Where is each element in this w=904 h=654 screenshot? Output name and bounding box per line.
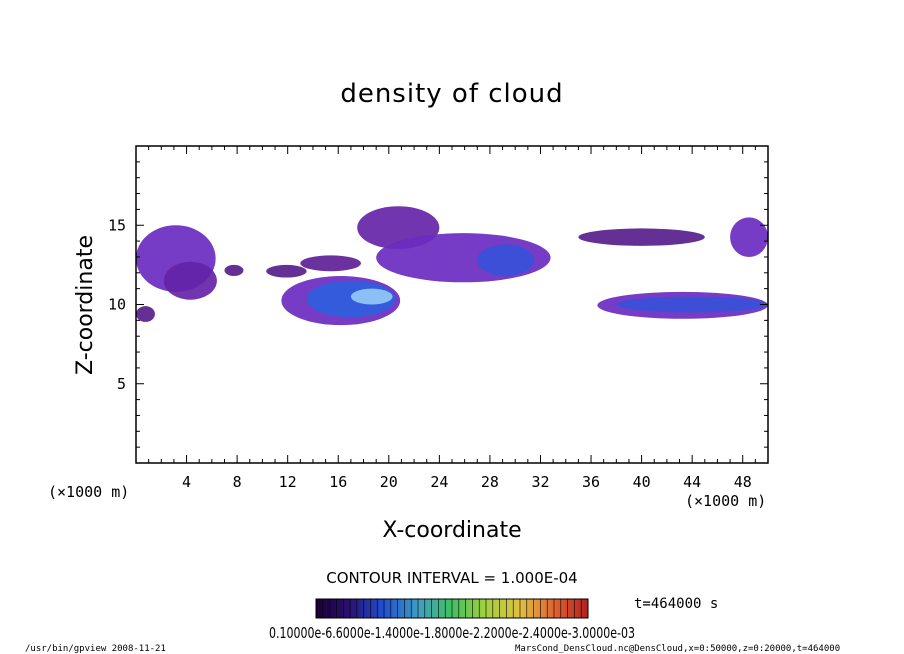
cloud-region — [578, 228, 705, 246]
x-tick-label: 20 — [380, 473, 398, 491]
colorbar-labels: 0.10000e-6.6000e-1.4000e-1.8000e-2.2000e… — [269, 624, 635, 642]
cloud-field — [136, 206, 768, 326]
cloud-region — [266, 264, 307, 278]
x-axis-label: X-coordinate — [382, 518, 521, 543]
x-tick-label: 40 — [633, 473, 651, 491]
footer-right: MarsCond_DensCloud.nc@DensCloud,x=0:5000… — [515, 644, 840, 654]
y-axis: 5 10 15 — [108, 161, 768, 448]
cloud-region — [616, 296, 768, 313]
x-tick-label: 36 — [582, 473, 600, 491]
time-label: t=464000 s — [634, 596, 718, 612]
cloud-region — [224, 264, 244, 276]
x-tick-label: 28 — [481, 473, 499, 491]
colorbar-ticks — [322, 599, 582, 618]
cloud-region — [300, 255, 361, 272]
x-tick-label: 4 — [182, 473, 191, 491]
contour-interval: CONTOUR INTERVAL = 1.000E-04 — [326, 569, 577, 587]
y-axis-label: Z-coordinate — [73, 235, 98, 375]
x-tick-label: 24 — [430, 473, 448, 491]
x-unit-right: (×1000 m) — [685, 492, 766, 510]
cloud-region — [136, 306, 155, 322]
cloud-region — [730, 217, 768, 257]
x-tick-label: 44 — [683, 473, 701, 491]
footer-left: /usr/bin/gpview 2008-11-21 — [25, 644, 166, 654]
y-tick-label: 10 — [108, 296, 126, 314]
x-tick-label: 32 — [531, 473, 549, 491]
x-axis: 4 8 12 16 20 24 28 32 36 40 44 48 — [148, 146, 756, 491]
x-tick-label: 8 — [233, 473, 242, 491]
cloud-region — [477, 244, 535, 276]
x-tick-label: 48 — [734, 473, 752, 491]
x-unit-left: (×1000 m) — [48, 483, 129, 501]
chart-title: density of cloud — [340, 79, 563, 109]
x-tick-label: 16 — [329, 473, 347, 491]
y-tick-label: 15 — [108, 216, 126, 234]
cloud-region — [163, 261, 217, 300]
cloud-region — [350, 288, 393, 305]
y-tick-label: 5 — [117, 375, 126, 393]
x-tick-label: 12 — [279, 473, 297, 491]
